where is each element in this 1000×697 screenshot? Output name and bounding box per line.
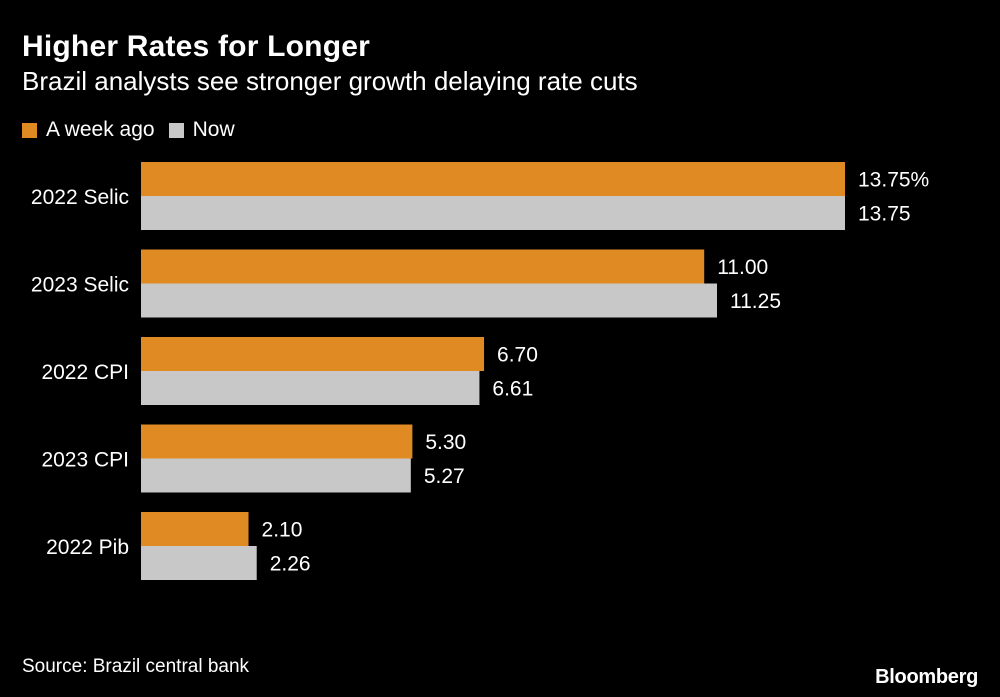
chart-subtitle: Brazil analysts see stronger growth dela… <box>22 66 638 96</box>
legend: A week ago Now <box>22 118 249 142</box>
bar-2023-selic-week-ago <box>141 249 705 284</box>
value-label-2023-selic-week-ago: 11.00 <box>717 256 768 279</box>
bar-2022-selic-week-ago <box>141 162 845 196</box>
value-label-2023-selic-now: 11.25 <box>730 290 781 313</box>
bar-2022-pib-now <box>141 546 257 580</box>
bar-2023-selic-now <box>141 283 717 318</box>
bar-2022-cpi-week-ago <box>141 337 485 371</box>
legend-label-week-ago: A week ago <box>46 118 155 141</box>
category-label-2023-cpi: 2023 CPI <box>41 449 129 472</box>
bar-2023-cpi-now <box>141 458 411 493</box>
value-label-2023-cpi-now: 5.27 <box>424 465 465 488</box>
source-note: Source: Brazil central bank <box>22 656 250 677</box>
bar-2022-cpi-now <box>141 371 480 405</box>
bar-2022-selic-now <box>141 196 845 230</box>
value-label-2022-cpi-week-ago: 6.70 <box>497 344 538 367</box>
category-label-2022-selic: 2022 Selic <box>31 186 129 209</box>
value-label-2023-cpi-week-ago: 5.30 <box>425 431 466 454</box>
value-label-2022-pib-now: 2.26 <box>270 553 311 576</box>
category-label-2022-pib: 2022 Pib <box>46 536 129 559</box>
value-label-2022-pib-week-ago: 2.10 <box>262 519 303 542</box>
legend-item-week-ago: A week ago <box>22 118 155 142</box>
category-label-2022-cpi: 2022 CPI <box>41 361 129 384</box>
value-label-2022-selic-now: 13.75 <box>858 203 911 226</box>
legend-item-now: Now <box>168 118 235 142</box>
bar-2023-cpi-week-ago <box>141 424 413 459</box>
legend-label-now: Now <box>192 118 235 141</box>
chart-title: Higher Rates for Longer <box>22 30 370 63</box>
bar-2022-pib-week-ago <box>141 512 249 546</box>
value-label-2022-selic-week-ago: 13.75% <box>858 169 929 192</box>
category-label-2023-selic: 2023 Selic <box>31 274 129 297</box>
legend-swatch-now <box>168 122 184 138</box>
legend-swatch-week-ago <box>22 122 37 138</box>
brand-logo: Bloomberg <box>875 666 978 688</box>
value-label-2022-cpi-now: 6.61 <box>492 378 533 401</box>
